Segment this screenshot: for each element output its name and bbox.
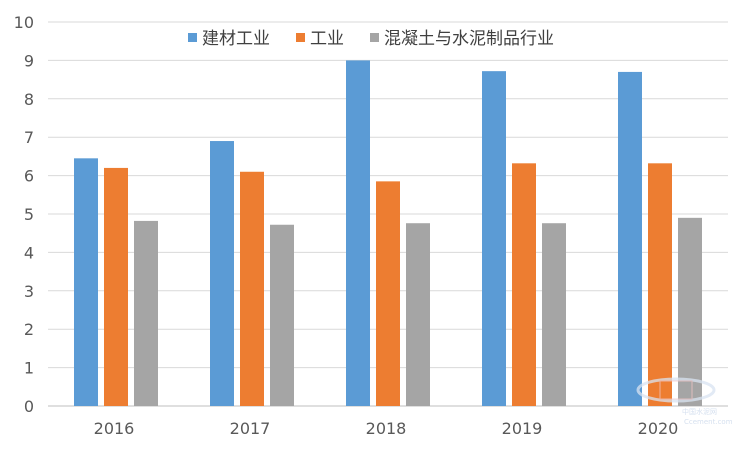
bar-2017-series-0 (210, 141, 234, 407)
y-axis-tick-labels: 0 1 2 3 4 5 6 7 8 9 10 (14, 13, 34, 416)
legend-label: 混凝土与水泥制品行业 (384, 29, 554, 49)
y-tick-label: 6 (24, 167, 34, 186)
legend-swatch (370, 33, 379, 42)
bar-2018-series-1 (376, 181, 400, 406)
y-tick-label: 1 (24, 359, 34, 378)
bar-2019-series-0 (482, 71, 506, 406)
bar-2016-series-1 (104, 167, 128, 406)
watermark-logo: 中国水泥网 Ccement.com (636, 377, 733, 426)
x-tick-label: 2016 (94, 419, 135, 438)
bar-2020-series-2 (678, 217, 702, 406)
bar-2018-series-2 (406, 223, 430, 406)
legend-swatch (188, 33, 197, 42)
legend: 建材工业 工业 混凝土与水泥制品行业 (188, 29, 554, 49)
x-axis-tick-labels: 2016 2017 2018 2019 2020 (94, 419, 679, 438)
y-tick-label: 5 (24, 205, 34, 224)
watermark-text-cn: 中国水泥网 (682, 407, 717, 416)
bar-2019-series-2 (542, 223, 566, 406)
y-tick-label: 7 (24, 128, 34, 147)
x-tick-label: 2019 (502, 419, 543, 438)
legend-item-0: 建材工业 (188, 29, 270, 49)
bars (74, 60, 702, 407)
y-tick-label: 0 (24, 397, 34, 416)
x-tick-label: 2017 (230, 419, 271, 438)
x-tick-label: 2020 (638, 419, 679, 438)
legend-item-1: 工业 (296, 29, 344, 49)
y-tick-label: 9 (24, 51, 34, 70)
x-tick-label: 2018 (366, 419, 407, 438)
y-tick-label: 3 (24, 282, 34, 301)
legend-label: 建材工业 (202, 29, 270, 49)
legend-swatch (296, 33, 305, 42)
y-tick-label: 8 (24, 90, 34, 109)
legend-label: 工业 (310, 29, 344, 49)
legend-item-2: 混凝土与水泥制品行业 (370, 29, 554, 49)
bar-2018-series-0 (346, 60, 370, 407)
bar-2020-series-1 (648, 163, 672, 406)
bar-2016-series-2 (134, 220, 158, 406)
y-tick-label: 4 (24, 243, 34, 262)
bar-2019-series-1 (512, 163, 536, 406)
bar-2020-series-0 (618, 71, 642, 407)
bar-2016-series-0 (74, 158, 98, 406)
bar-2017-series-1 (240, 171, 264, 406)
watermark-text-en: Ccement.com (684, 418, 733, 426)
y-tick-label: 10 (14, 13, 34, 32)
bar-2017-series-2 (270, 224, 294, 406)
y-tick-label: 2 (24, 320, 34, 339)
